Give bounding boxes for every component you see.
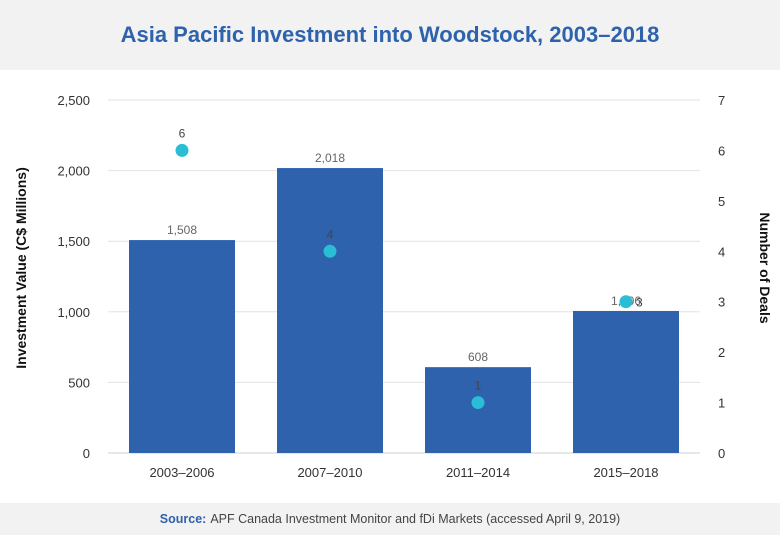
- category-label: 2003–2006: [149, 465, 214, 480]
- deal-count-dot: [175, 143, 189, 157]
- y-axis-title: Investment Value (C$ Millions): [13, 167, 29, 369]
- deal-count-dot: [471, 396, 485, 410]
- y2-tick-label: 4: [718, 244, 725, 259]
- deal-count-label: 6: [179, 126, 186, 140]
- y2-axis-title: Number of Deals: [757, 212, 773, 323]
- category-axis-labels: 2003–2006 2007–2010 2011–2014 2015–2018: [149, 465, 658, 480]
- deal-count-series: [175, 143, 633, 410]
- y2-tick-label: 2: [718, 345, 725, 360]
- bar-value-label: 1,508: [167, 223, 197, 237]
- y-tick-label: 2,000: [57, 164, 90, 179]
- y2-tick-label: 5: [718, 194, 725, 209]
- bar: [425, 367, 531, 453]
- category-label: 2007–2010: [297, 465, 362, 480]
- right-axis-ticks: 0 1 2 3 4 5 6 7: [718, 93, 725, 461]
- y-tick-label: 500: [68, 375, 90, 390]
- source-text: APF Canada Investment Monitor and fDi Ma…: [210, 512, 621, 526]
- source-footer: Source: APF Canada Investment Monitor an…: [0, 503, 780, 535]
- bar: [277, 168, 383, 453]
- category-label: 2015–2018: [593, 465, 658, 480]
- bar-series: [129, 168, 679, 453]
- bar: [129, 240, 235, 453]
- y2-tick-label: 0: [718, 446, 725, 461]
- y-tick-label: 1,500: [57, 234, 90, 249]
- bar-value-label: 608: [468, 350, 488, 364]
- y-tick-label: 2,500: [57, 93, 90, 108]
- deal-count-labels: 6 4 1 3: [179, 126, 643, 392]
- deal-count-label: 3: [636, 296, 643, 310]
- bar-value-label: 2,018: [315, 151, 345, 165]
- y2-tick-label: 7: [718, 93, 725, 108]
- y2-tick-label: 1: [718, 396, 725, 411]
- chart-header: Asia Pacific Investment into Woodstock, …: [0, 0, 780, 70]
- category-label: 2011–2014: [446, 465, 510, 480]
- y2-tick-label: 6: [718, 143, 725, 158]
- chart-title: Asia Pacific Investment into Woodstock, …: [120, 22, 660, 47]
- left-axis-ticks: 0 500 1,000 1,500 2,000 2,500: [57, 93, 90, 461]
- bar: [573, 310, 679, 453]
- y-tick-label: 1,000: [57, 305, 90, 320]
- deal-count-dot: [323, 244, 337, 258]
- y-tick-label: 0: [83, 446, 90, 461]
- deal-count-label: 1: [475, 379, 482, 393]
- deal-count-label: 4: [327, 227, 334, 241]
- source-label: Source:: [159, 512, 207, 526]
- deal-count-dot: [619, 295, 633, 309]
- y2-tick-label: 3: [718, 295, 725, 310]
